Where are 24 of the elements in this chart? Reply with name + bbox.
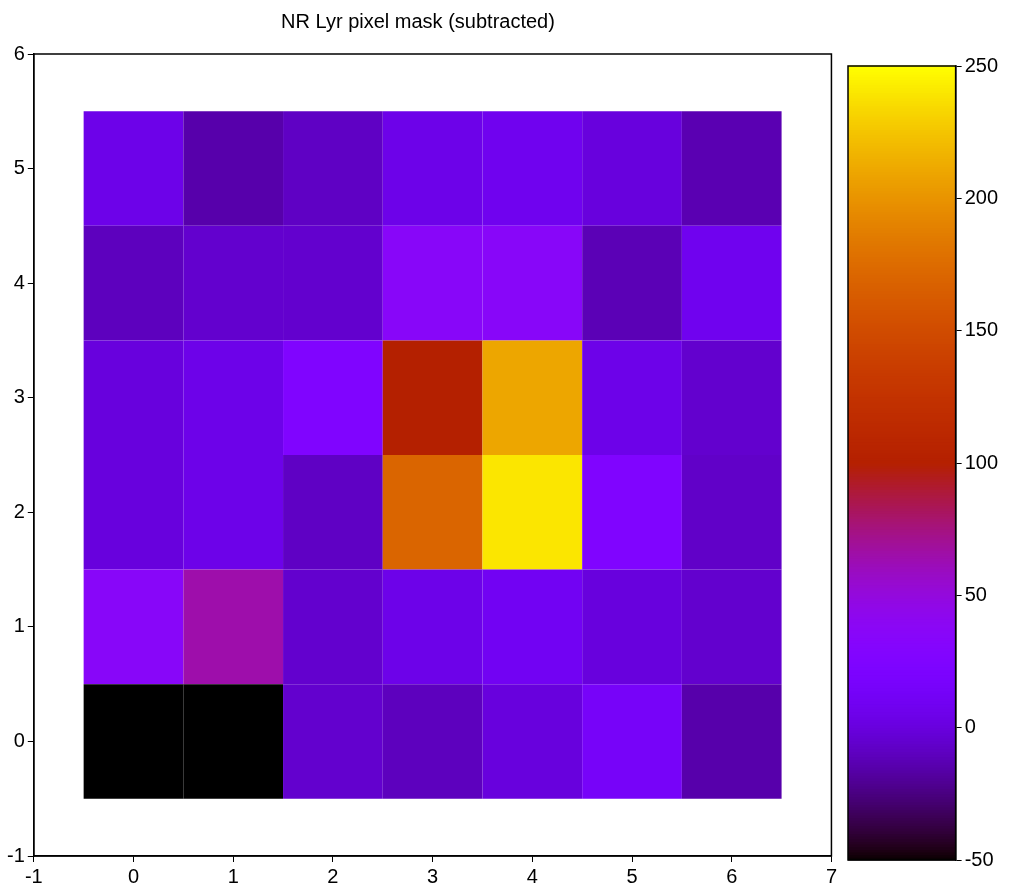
y-tick-label: 4 [13, 270, 25, 293]
color-bar-label: 100 [964, 450, 999, 473]
color-bar-label: -50 [964, 847, 994, 870]
x-tick-label: 2 [327, 864, 339, 887]
x-tick-label: 4 [526, 864, 538, 887]
color-bar-label: 150 [964, 318, 999, 341]
y-tick-label: 3 [13, 385, 25, 408]
x-tick-label: 6 [726, 864, 738, 887]
color-bar-label: 0 [964, 715, 976, 738]
y-tick-label: 0 [13, 728, 25, 751]
x-tick-label: 5 [626, 864, 638, 887]
x-tick-label: 7 [825, 864, 837, 887]
color-bar-label: 50 [964, 582, 987, 605]
y-tick-label: 2 [13, 499, 25, 522]
y-tick-label: 5 [13, 156, 25, 179]
y-tick-label: -1 [6, 843, 25, 866]
x-tick-label: 3 [427, 864, 439, 887]
x-tick-label: 0 [127, 864, 140, 887]
y-tick-label: 6 [13, 41, 25, 64]
color-bar-label: 200 [964, 185, 999, 208]
x-tick-label: 1 [227, 864, 239, 887]
y-tick-label: 1 [13, 614, 25, 637]
color-bar-label: 250 [964, 53, 999, 76]
chart-title: NR Lyr pixel mask (subtracted) [281, 9, 555, 32]
